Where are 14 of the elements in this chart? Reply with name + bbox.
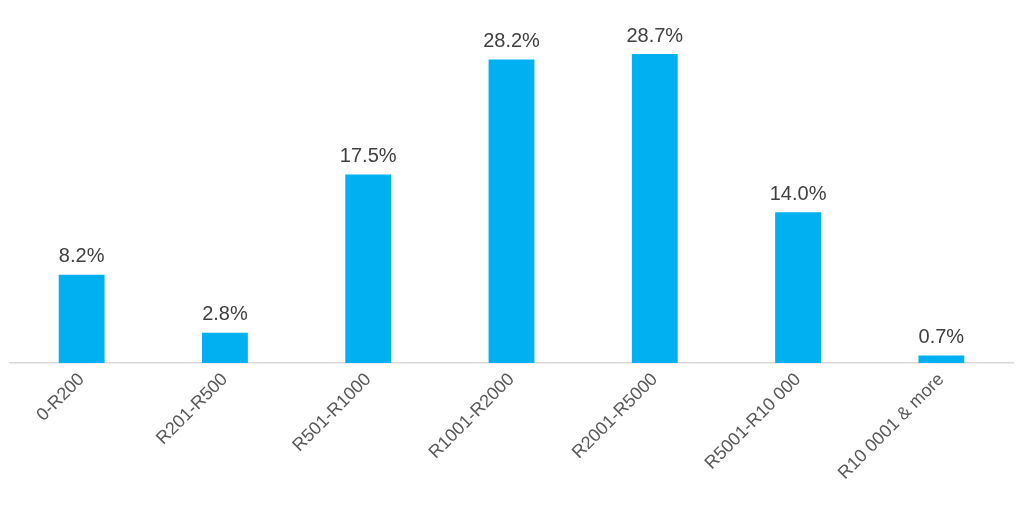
data-label: 14.0% [769, 181, 827, 204]
data-label: 28.7% [626, 23, 684, 46]
data-label: 2.8% [202, 302, 248, 325]
bar [345, 174, 392, 363]
data-label: 28.2% [483, 28, 541, 51]
bar [631, 54, 678, 363]
data-label: 0.7% [918, 324, 965, 347]
bar [58, 274, 105, 363]
bar [488, 59, 535, 363]
bar [775, 212, 821, 363]
data-label: 8.2% [58, 244, 105, 267]
bar [202, 332, 248, 363]
bar [918, 355, 965, 363]
data-label: 17.5% [339, 144, 397, 167]
